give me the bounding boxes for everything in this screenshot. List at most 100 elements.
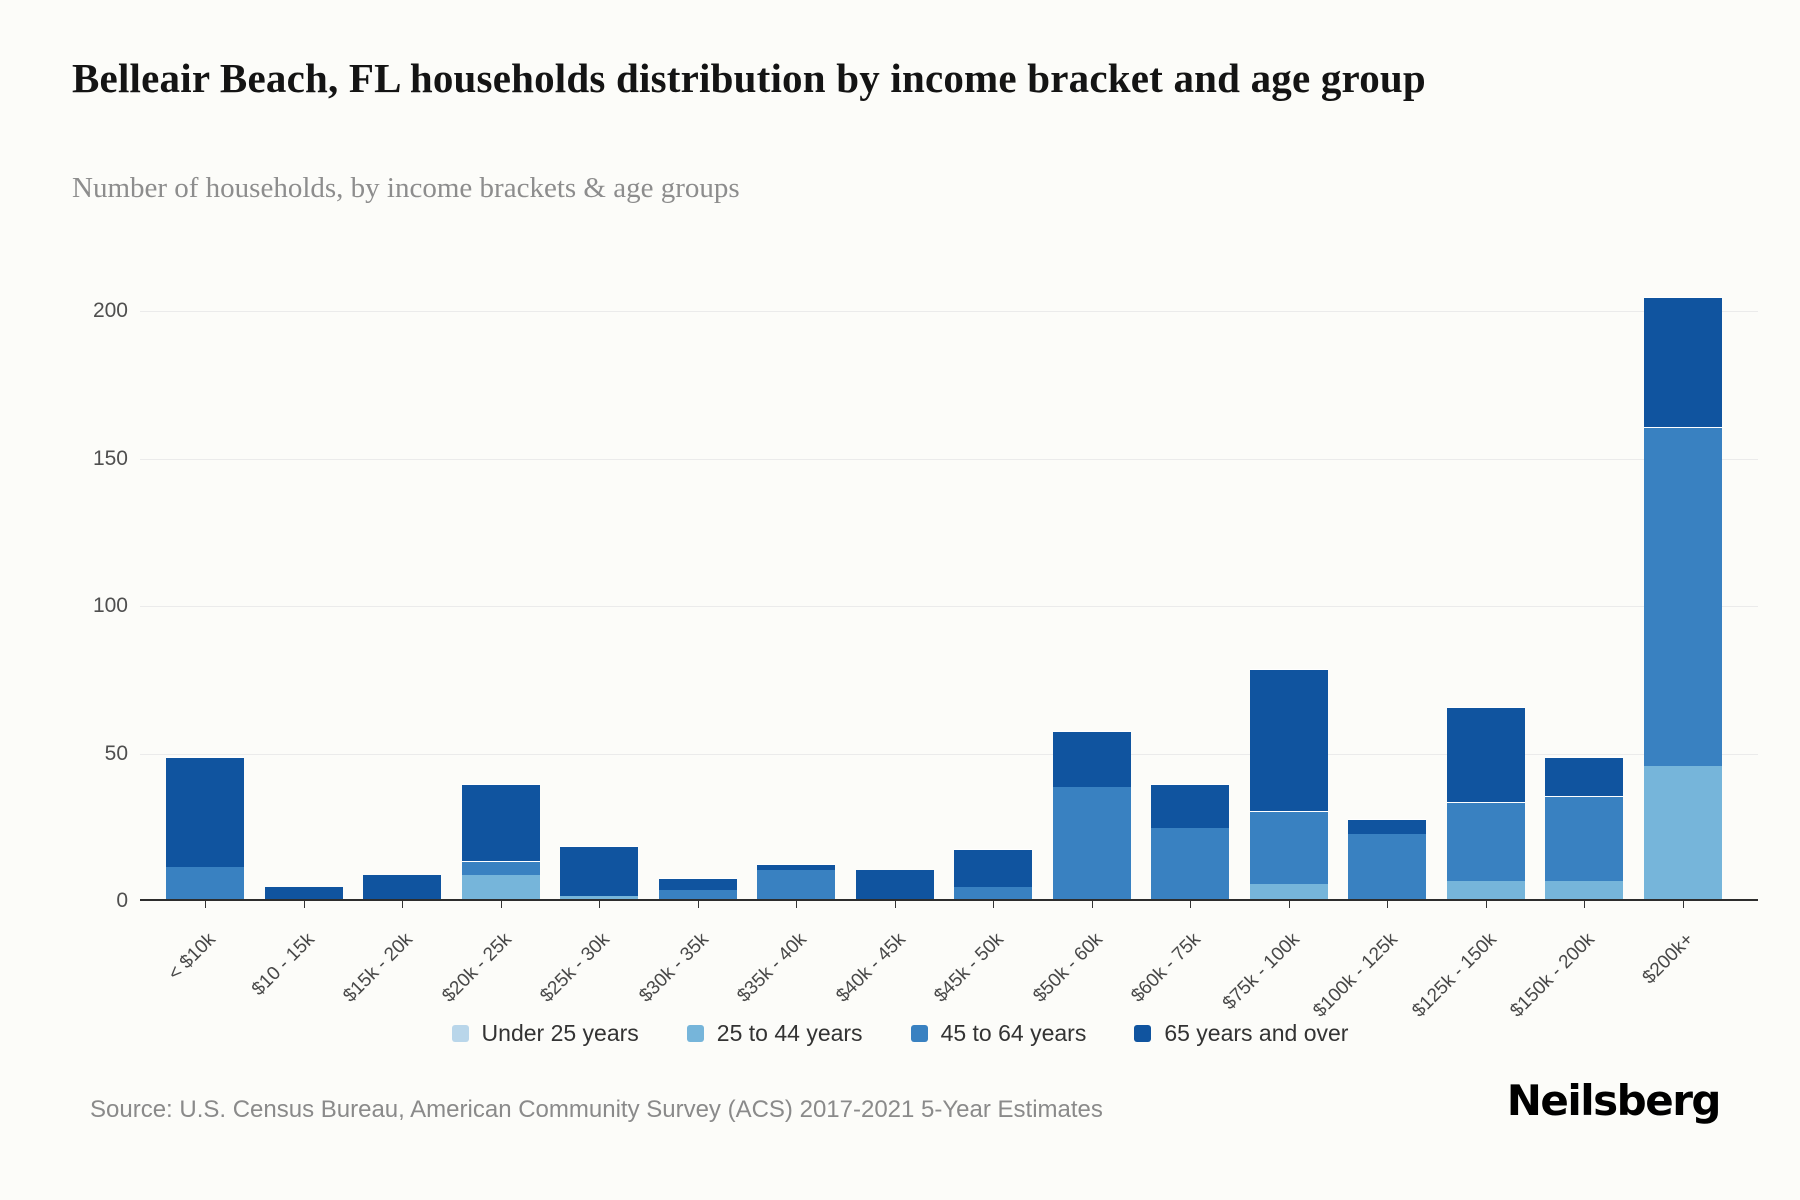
bar-segment <box>855 869 934 899</box>
stacked-bar <box>560 845 639 899</box>
bar-segment <box>363 875 442 899</box>
brand-logo: Neilsberg <box>1506 1076 1722 1125</box>
bar-segment <box>1446 801 1525 882</box>
x-axis-label: $10 - 15k <box>247 929 319 1000</box>
x-axis-label: $50k - 60k <box>1029 929 1107 1007</box>
bar-slot: $15k - 20k <box>340 260 452 1007</box>
bar-segment <box>1151 783 1230 829</box>
bar-segment <box>1446 881 1525 899</box>
bar-segment <box>1545 757 1624 796</box>
bar-slot: $60k - 75k <box>1128 260 1240 1007</box>
legend-item[interactable]: 65 years and over <box>1134 1020 1348 1047</box>
legend-item[interactable]: 25 to 44 years <box>686 1020 863 1047</box>
stacked-bar <box>166 757 245 899</box>
bar-slot: $25k - 30k <box>537 260 649 1007</box>
bar-segment <box>1249 884 1328 899</box>
gridline <box>140 606 1758 607</box>
bar-segment <box>1643 427 1722 767</box>
stacked-bar <box>1249 668 1328 899</box>
bar-segment <box>954 848 1033 888</box>
bar-segment <box>1052 730 1131 787</box>
bar-slot: $75k - 100k <box>1219 260 1339 1014</box>
legend-label: 45 to 64 years <box>940 1020 1087 1046</box>
x-axis-label: $125k - 150k <box>1408 929 1501 1022</box>
source-text: Source: U.S. Census Bureau, American Com… <box>90 1096 1103 1123</box>
bar-segment <box>954 887 1033 899</box>
bar-slot: $200k+ <box>1634 260 1733 988</box>
bar-segment <box>166 866 245 899</box>
bar-slot: $150k - 200k <box>1507 260 1634 1022</box>
x-axis-label: $35k - 40k <box>733 929 812 1007</box>
x-axis-label: $25k - 30k <box>536 929 615 1007</box>
bar-slot: $10 - 15k <box>248 260 354 1000</box>
legend-swatch-icon <box>686 1025 704 1042</box>
chart-title: Belleair Beach, FL households distributi… <box>72 55 1426 101</box>
y-axis-tick-label: 200 <box>92 299 128 322</box>
bar-slot: $100k - 125k <box>1310 260 1437 1022</box>
bar-segment <box>1348 834 1427 899</box>
stacked-bar <box>363 875 442 899</box>
bar-slot: $35k - 40k <box>734 260 846 1007</box>
x-axis-label: $45k - 50k <box>930 929 1009 1007</box>
stacked-bar <box>1151 783 1230 899</box>
bar-segment <box>1545 795 1624 882</box>
stacked-bar <box>1446 707 1525 899</box>
legend-swatch-icon <box>1134 1025 1152 1042</box>
x-axis-label: $100k - 125k <box>1309 929 1403 1022</box>
gridline <box>140 311 1758 312</box>
stacked-bar <box>954 848 1033 899</box>
legend-swatch-icon <box>451 1025 469 1042</box>
x-axis-label: $15k - 20k <box>339 929 418 1007</box>
legend-item[interactable]: Under 25 years <box>451 1020 639 1047</box>
bar-segment <box>560 845 639 897</box>
stacked-bar <box>1545 757 1624 899</box>
bar-segment <box>461 860 540 876</box>
bar-segment <box>757 863 836 870</box>
chart-subtitle: Number of households, by income brackets… <box>72 172 740 204</box>
x-axis-label: $40k - 45k <box>832 929 910 1007</box>
bar-slot: $40k - 45k <box>832 260 945 1007</box>
x-axis-label: $60k - 75k <box>1127 929 1206 1007</box>
stacked-bar <box>264 887 343 899</box>
stacked-bar <box>1348 819 1427 899</box>
legend-label: 25 to 44 years <box>716 1020 863 1046</box>
bar-segment <box>461 783 540 861</box>
plot-area: < $10k $10 - 15k $15k - 20k $20k - 25k $25k … <box>140 260 1758 1022</box>
bar-segment <box>461 875 540 899</box>
bar-segment <box>166 757 245 867</box>
bar-segment <box>1052 786 1131 899</box>
x-axis-label: $200k+ <box>1638 929 1698 989</box>
bar-segment <box>1348 819 1427 835</box>
stacked-bar <box>658 878 737 899</box>
y-axis-tick-label: 100 <box>92 594 128 617</box>
x-axis-label: $150k - 200k <box>1506 929 1600 1022</box>
bar-segment <box>1545 881 1624 899</box>
gridline <box>140 458 1758 460</box>
bar-segment <box>1249 810 1328 885</box>
bar-segment <box>1151 828 1230 899</box>
y-axis-tick-label: 50 <box>104 741 128 765</box>
y-axis-tick-label: 0 <box>116 889 128 912</box>
bar-slot: $50k - 60k <box>1029 260 1142 1007</box>
bar-segment <box>1643 297 1722 427</box>
legend-item[interactable]: 45 to 64 years <box>910 1020 1087 1047</box>
stacked-bar <box>1052 730 1131 899</box>
legend-swatch-icon <box>910 1025 928 1042</box>
stacked-bar <box>757 863 836 899</box>
x-axis-label: $30k - 35k <box>635 929 713 1007</box>
bar-slot: $45k - 50k <box>931 260 1043 1007</box>
legend-label: Under 25 years <box>481 1020 639 1046</box>
x-axis-label: $75k - 100k <box>1218 929 1304 1015</box>
x-axis-label: $20k - 25k <box>438 929 516 1007</box>
x-axis-label: < $10k <box>164 929 221 985</box>
bar-segment <box>1446 707 1525 802</box>
bar-segment <box>658 890 737 899</box>
bar-segment <box>1643 766 1722 899</box>
bar-segment <box>560 896 639 899</box>
bar-slot: $30k - 35k <box>635 260 748 1007</box>
bar-segment <box>1249 668 1328 811</box>
bar-segment <box>757 869 836 899</box>
bar-slot: $125k - 150k <box>1408 260 1536 1022</box>
bar-slot: $20k - 25k <box>438 260 551 1007</box>
